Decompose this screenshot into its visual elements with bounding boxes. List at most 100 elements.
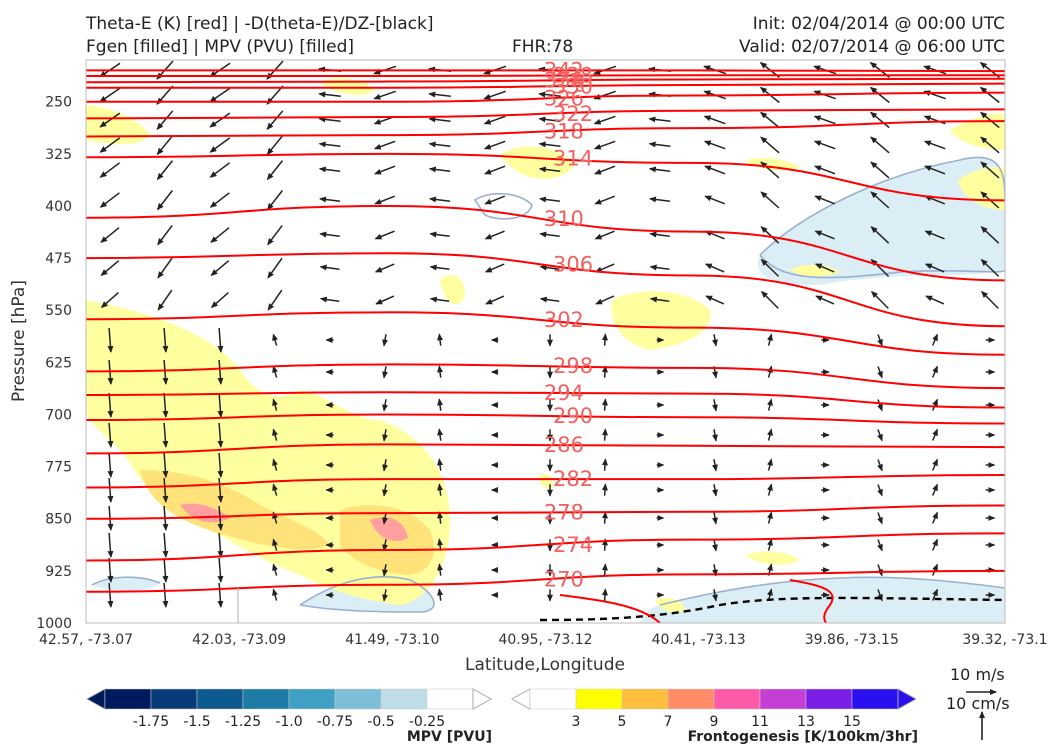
wind-vector (318, 116, 341, 123)
wind-vector (209, 87, 231, 103)
mpv-colorbar-tick: -0.25 (409, 714, 445, 730)
wind-vector (162, 452, 169, 478)
wind-vector (712, 399, 718, 412)
wind-vector (767, 458, 773, 471)
wind-vector (210, 260, 230, 276)
theta-e-contour-label: 274 (553, 533, 593, 557)
theta-e-contour (86, 74, 1005, 77)
theta-e-contour-label: 306 (553, 252, 593, 276)
wind-vector (217, 582, 224, 608)
wind-vector (107, 392, 114, 418)
wind-vector (593, 140, 616, 150)
fill-region (958, 167, 1005, 210)
wind-vector (767, 398, 773, 411)
stability-contour (539, 596, 1005, 622)
wind-vector (870, 290, 889, 309)
wind-vector (99, 192, 120, 208)
wind-vector (375, 295, 395, 305)
wind-vector (815, 295, 835, 305)
wind-vector (318, 166, 341, 173)
wind-vector (437, 458, 444, 471)
wind-vector (924, 263, 945, 273)
wind-vector (539, 296, 560, 303)
wind-vector (870, 258, 890, 277)
wind-vector (99, 162, 121, 178)
wind-vector (538, 166, 561, 173)
wind-vector (429, 296, 450, 303)
wind-vector (712, 539, 718, 552)
wind-vector (932, 563, 938, 576)
wind-vector (601, 428, 608, 441)
wind-vector (156, 110, 174, 130)
wind-vector (601, 588, 608, 601)
wind-vector (428, 141, 451, 148)
theta-e-contour-label: 302 (544, 308, 584, 332)
wind-vector (99, 137, 121, 153)
wind-vector (877, 429, 883, 442)
fgen-colorbar-swatch (713, 688, 761, 710)
wind-vector (217, 452, 224, 478)
theta-e-contour (86, 69, 1005, 73)
wind-vector (877, 366, 883, 379)
wind-vector (813, 115, 836, 125)
mpv-colorbar-tick: -1.75 (133, 714, 169, 730)
mpv-colorbar-swatch (380, 688, 428, 710)
wind-vector (814, 195, 836, 205)
plot-frame (85, 59, 1006, 624)
wind-vector (980, 161, 1000, 179)
fill-region (140, 470, 330, 550)
wind-vector (483, 115, 506, 125)
mpv-colorbar-swatch (242, 688, 290, 710)
fill-region (640, 577, 1005, 623)
theta-e-contour-label: 326 (544, 87, 584, 111)
mpv-colorbar-title: MPV [PVU] (407, 729, 492, 745)
wind-vector (767, 511, 773, 524)
theta-e-contour-label: 286 (544, 433, 584, 457)
theta-e-contour-label: 322 (553, 102, 593, 126)
wind-vector (980, 258, 1000, 277)
wind-vector (980, 111, 1000, 129)
fill-region (790, 264, 840, 277)
init-time: Init: 02/04/2014 @ 00:00 UTC (752, 14, 1005, 34)
wind-vector (704, 195, 726, 205)
theta-e-contour (86, 120, 1005, 138)
wind-vector (601, 511, 608, 524)
fill-region (745, 551, 800, 565)
wind-vector (217, 532, 224, 558)
fgen-colorbar-swatch (529, 688, 577, 710)
stability-contour-layer (237, 579, 1005, 623)
wind-vector (539, 196, 561, 203)
wind-vector (869, 86, 890, 104)
wind-vector (712, 334, 718, 347)
mpv-contour-outline (473, 192, 533, 220)
wind-vector (813, 140, 836, 150)
title-line-1: Theta-E (K) [red] | -D(theta-E)/DZ-[blac… (86, 14, 434, 34)
wind-vector (382, 589, 388, 602)
wind-vector (925, 295, 945, 305)
wind-vector (593, 115, 616, 125)
wind-vector (209, 162, 231, 178)
wind-vector (649, 264, 670, 271)
wind-vector (877, 334, 883, 347)
wind-vector (932, 333, 938, 346)
wind-vector (980, 290, 999, 309)
theta-e-contour-surface (789, 579, 834, 623)
wind-vector (100, 260, 120, 276)
wind-vector (210, 292, 229, 309)
wind-vector (382, 564, 388, 577)
theta-e-contour (86, 91, 1005, 103)
wind-vector (382, 484, 388, 497)
wind-vector (437, 398, 444, 411)
y-tick-label: 775 (45, 460, 72, 476)
y-tick-label: 400 (45, 199, 72, 215)
wind-vector (538, 116, 561, 123)
wind-vector (649, 296, 670, 303)
wind-vector (932, 428, 938, 441)
wind-vector (318, 141, 341, 148)
wind-vector (382, 429, 388, 442)
theta-e-contour-label: 338 (553, 64, 593, 88)
wind-vector (437, 483, 444, 496)
wind-vector (483, 90, 506, 100)
theta-e-contour-layer (86, 69, 1005, 593)
